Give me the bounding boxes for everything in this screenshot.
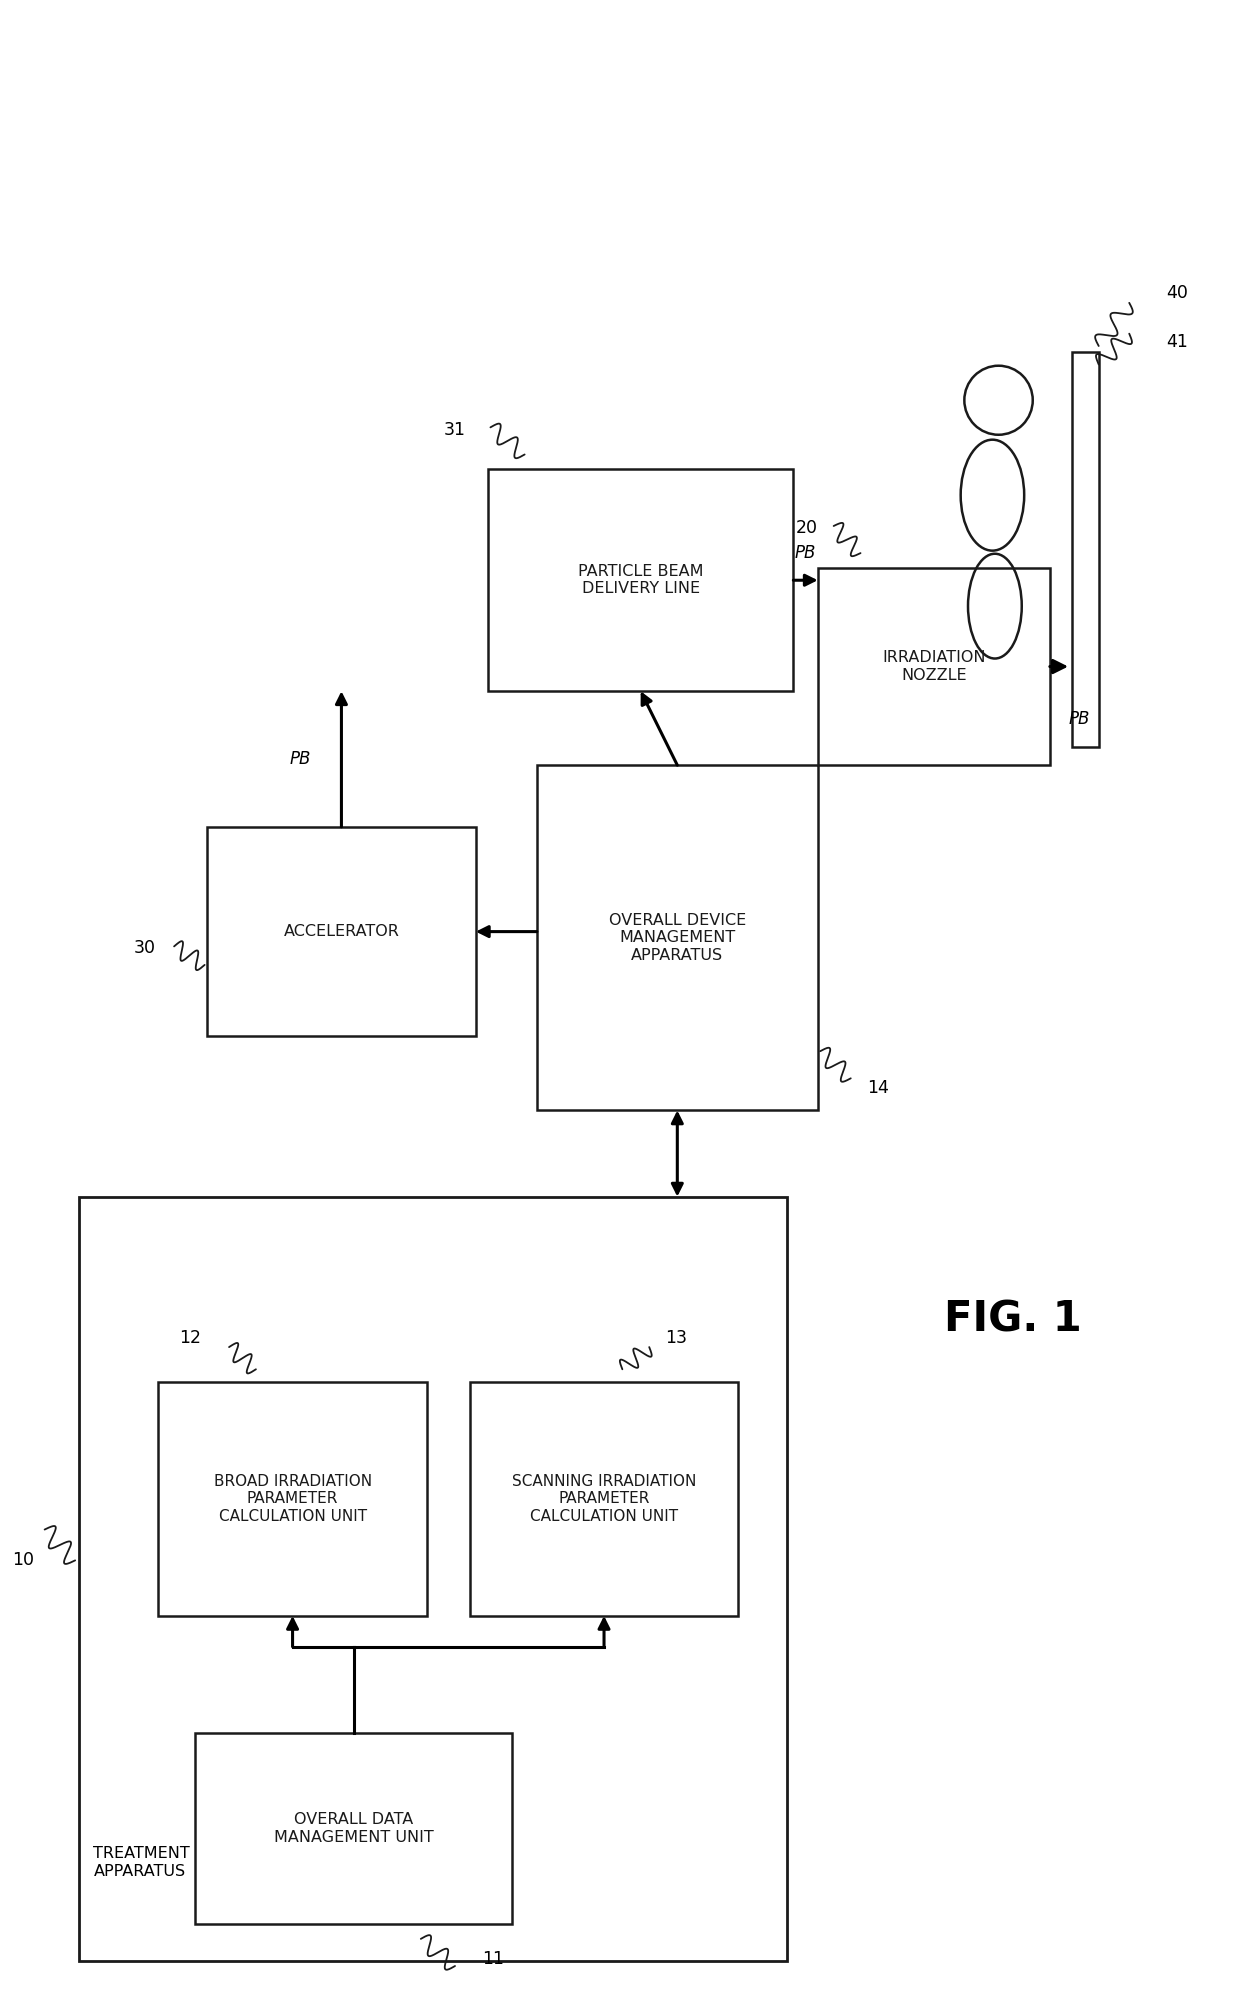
Text: 30: 30 — [134, 938, 156, 956]
FancyBboxPatch shape — [159, 1381, 427, 1616]
Text: 11: 11 — [482, 1949, 503, 1967]
Text: TREATMENT PLANNING
APPARATUS: TREATMENT PLANNING APPARATUS — [93, 1847, 279, 1879]
Text: BROAD IRRADIATION
PARAMETER
CALCULATION UNIT: BROAD IRRADIATION PARAMETER CALCULATION … — [213, 1474, 372, 1524]
Text: PARTICLE BEAM
DELIVERY LINE: PARTICLE BEAM DELIVERY LINE — [578, 563, 703, 595]
FancyBboxPatch shape — [195, 1732, 512, 1925]
Text: 14: 14 — [867, 1079, 889, 1097]
FancyBboxPatch shape — [817, 567, 1050, 766]
Text: PB: PB — [1068, 710, 1090, 728]
Text: 12: 12 — [179, 1329, 201, 1347]
Text: ACCELERATOR: ACCELERATOR — [284, 924, 399, 938]
FancyBboxPatch shape — [489, 469, 794, 692]
Text: FIG. 1: FIG. 1 — [945, 1299, 1083, 1341]
Text: OVERALL DEVICE
MANAGEMENT
APPARATUS: OVERALL DEVICE MANAGEMENT APPARATUS — [609, 912, 746, 962]
FancyBboxPatch shape — [207, 826, 476, 1037]
Text: 31: 31 — [444, 421, 466, 439]
FancyBboxPatch shape — [1071, 353, 1099, 746]
Text: 13: 13 — [665, 1329, 687, 1347]
Text: 10: 10 — [11, 1552, 33, 1570]
Text: PB: PB — [795, 543, 816, 561]
FancyBboxPatch shape — [79, 1197, 787, 1961]
Text: OVERALL DATA
MANAGEMENT UNIT: OVERALL DATA MANAGEMENT UNIT — [274, 1813, 434, 1845]
Text: PB: PB — [289, 750, 311, 768]
FancyBboxPatch shape — [470, 1381, 738, 1616]
Text: 41: 41 — [1166, 333, 1188, 351]
Text: 20: 20 — [796, 519, 817, 537]
Text: 40: 40 — [1166, 285, 1188, 303]
Text: SCANNING IRRADIATION
PARAMETER
CALCULATION UNIT: SCANNING IRRADIATION PARAMETER CALCULATI… — [512, 1474, 696, 1524]
FancyBboxPatch shape — [537, 766, 817, 1111]
Text: IRRADIATION
NOZZLE: IRRADIATION NOZZLE — [882, 650, 986, 684]
